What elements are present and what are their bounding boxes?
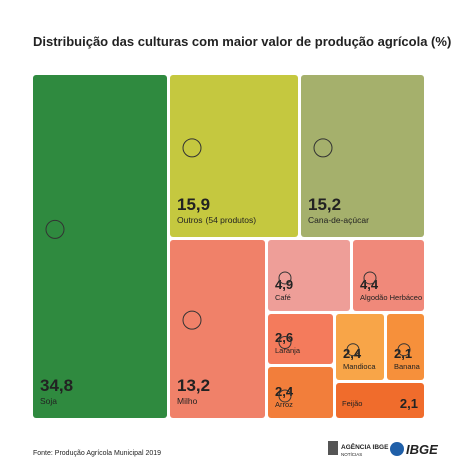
value-label: 15,2 xyxy=(308,195,341,214)
logo-icon xyxy=(390,442,404,456)
ibge-logo: IBGE xyxy=(390,442,438,457)
agency-sub: NOTÍCIAS xyxy=(341,451,362,457)
tile-label: Banana xyxy=(394,362,421,371)
icon xyxy=(182,310,202,330)
tile xyxy=(170,75,298,237)
icon xyxy=(278,389,292,403)
tile-label: Laranja xyxy=(275,346,301,355)
source: Fonte: Produção Agrícola Municipal 2019 xyxy=(33,450,161,457)
tile-label: Soja xyxy=(40,396,57,406)
icon xyxy=(346,343,360,357)
tile xyxy=(268,240,350,311)
icon xyxy=(397,343,411,357)
tile-label: Café xyxy=(275,293,291,302)
value-label: 2,1 xyxy=(400,396,418,411)
icon xyxy=(278,271,292,285)
chart-title: Distribuição das culturas com maior valo… xyxy=(33,34,451,49)
tile xyxy=(387,314,424,380)
agency-name: AGÊNCIA IBGE xyxy=(341,442,389,451)
icon xyxy=(45,219,65,239)
agency-logo: AGÊNCIA IBGE NOTÍCIAS xyxy=(328,441,389,457)
value-label: 13,2 xyxy=(177,376,210,395)
tile-note: (54 produtos) xyxy=(206,215,257,225)
value-label: 15,9 xyxy=(177,195,210,214)
logo-icon xyxy=(328,441,338,455)
tile-label: Feijão xyxy=(342,399,362,408)
tile xyxy=(33,75,167,418)
value-label: 34,8 xyxy=(40,376,73,395)
tile-label: Milho xyxy=(177,396,198,406)
tile-label: Algodão Herbáceo xyxy=(360,293,422,302)
icon xyxy=(313,138,333,158)
tile xyxy=(268,367,333,418)
logo-text: IBGE xyxy=(406,442,438,457)
tile xyxy=(336,314,384,380)
value-label: 2,6 xyxy=(275,330,293,345)
tile-label: Mandioca xyxy=(343,362,376,371)
tile-label: Outros xyxy=(177,215,203,225)
icon xyxy=(182,138,202,158)
value-label: 2,4 xyxy=(343,346,362,361)
tile-label: Arroz xyxy=(275,400,293,409)
tile xyxy=(268,314,333,364)
tile xyxy=(301,75,424,237)
tile-label: Cana-de-açúcar xyxy=(308,215,369,225)
icon xyxy=(363,271,377,285)
value-label: 2,1 xyxy=(394,346,412,361)
icon xyxy=(278,336,292,349)
tile xyxy=(353,240,424,311)
value-label: 2,4 xyxy=(275,384,294,399)
tile xyxy=(170,240,265,418)
tile xyxy=(336,383,424,418)
